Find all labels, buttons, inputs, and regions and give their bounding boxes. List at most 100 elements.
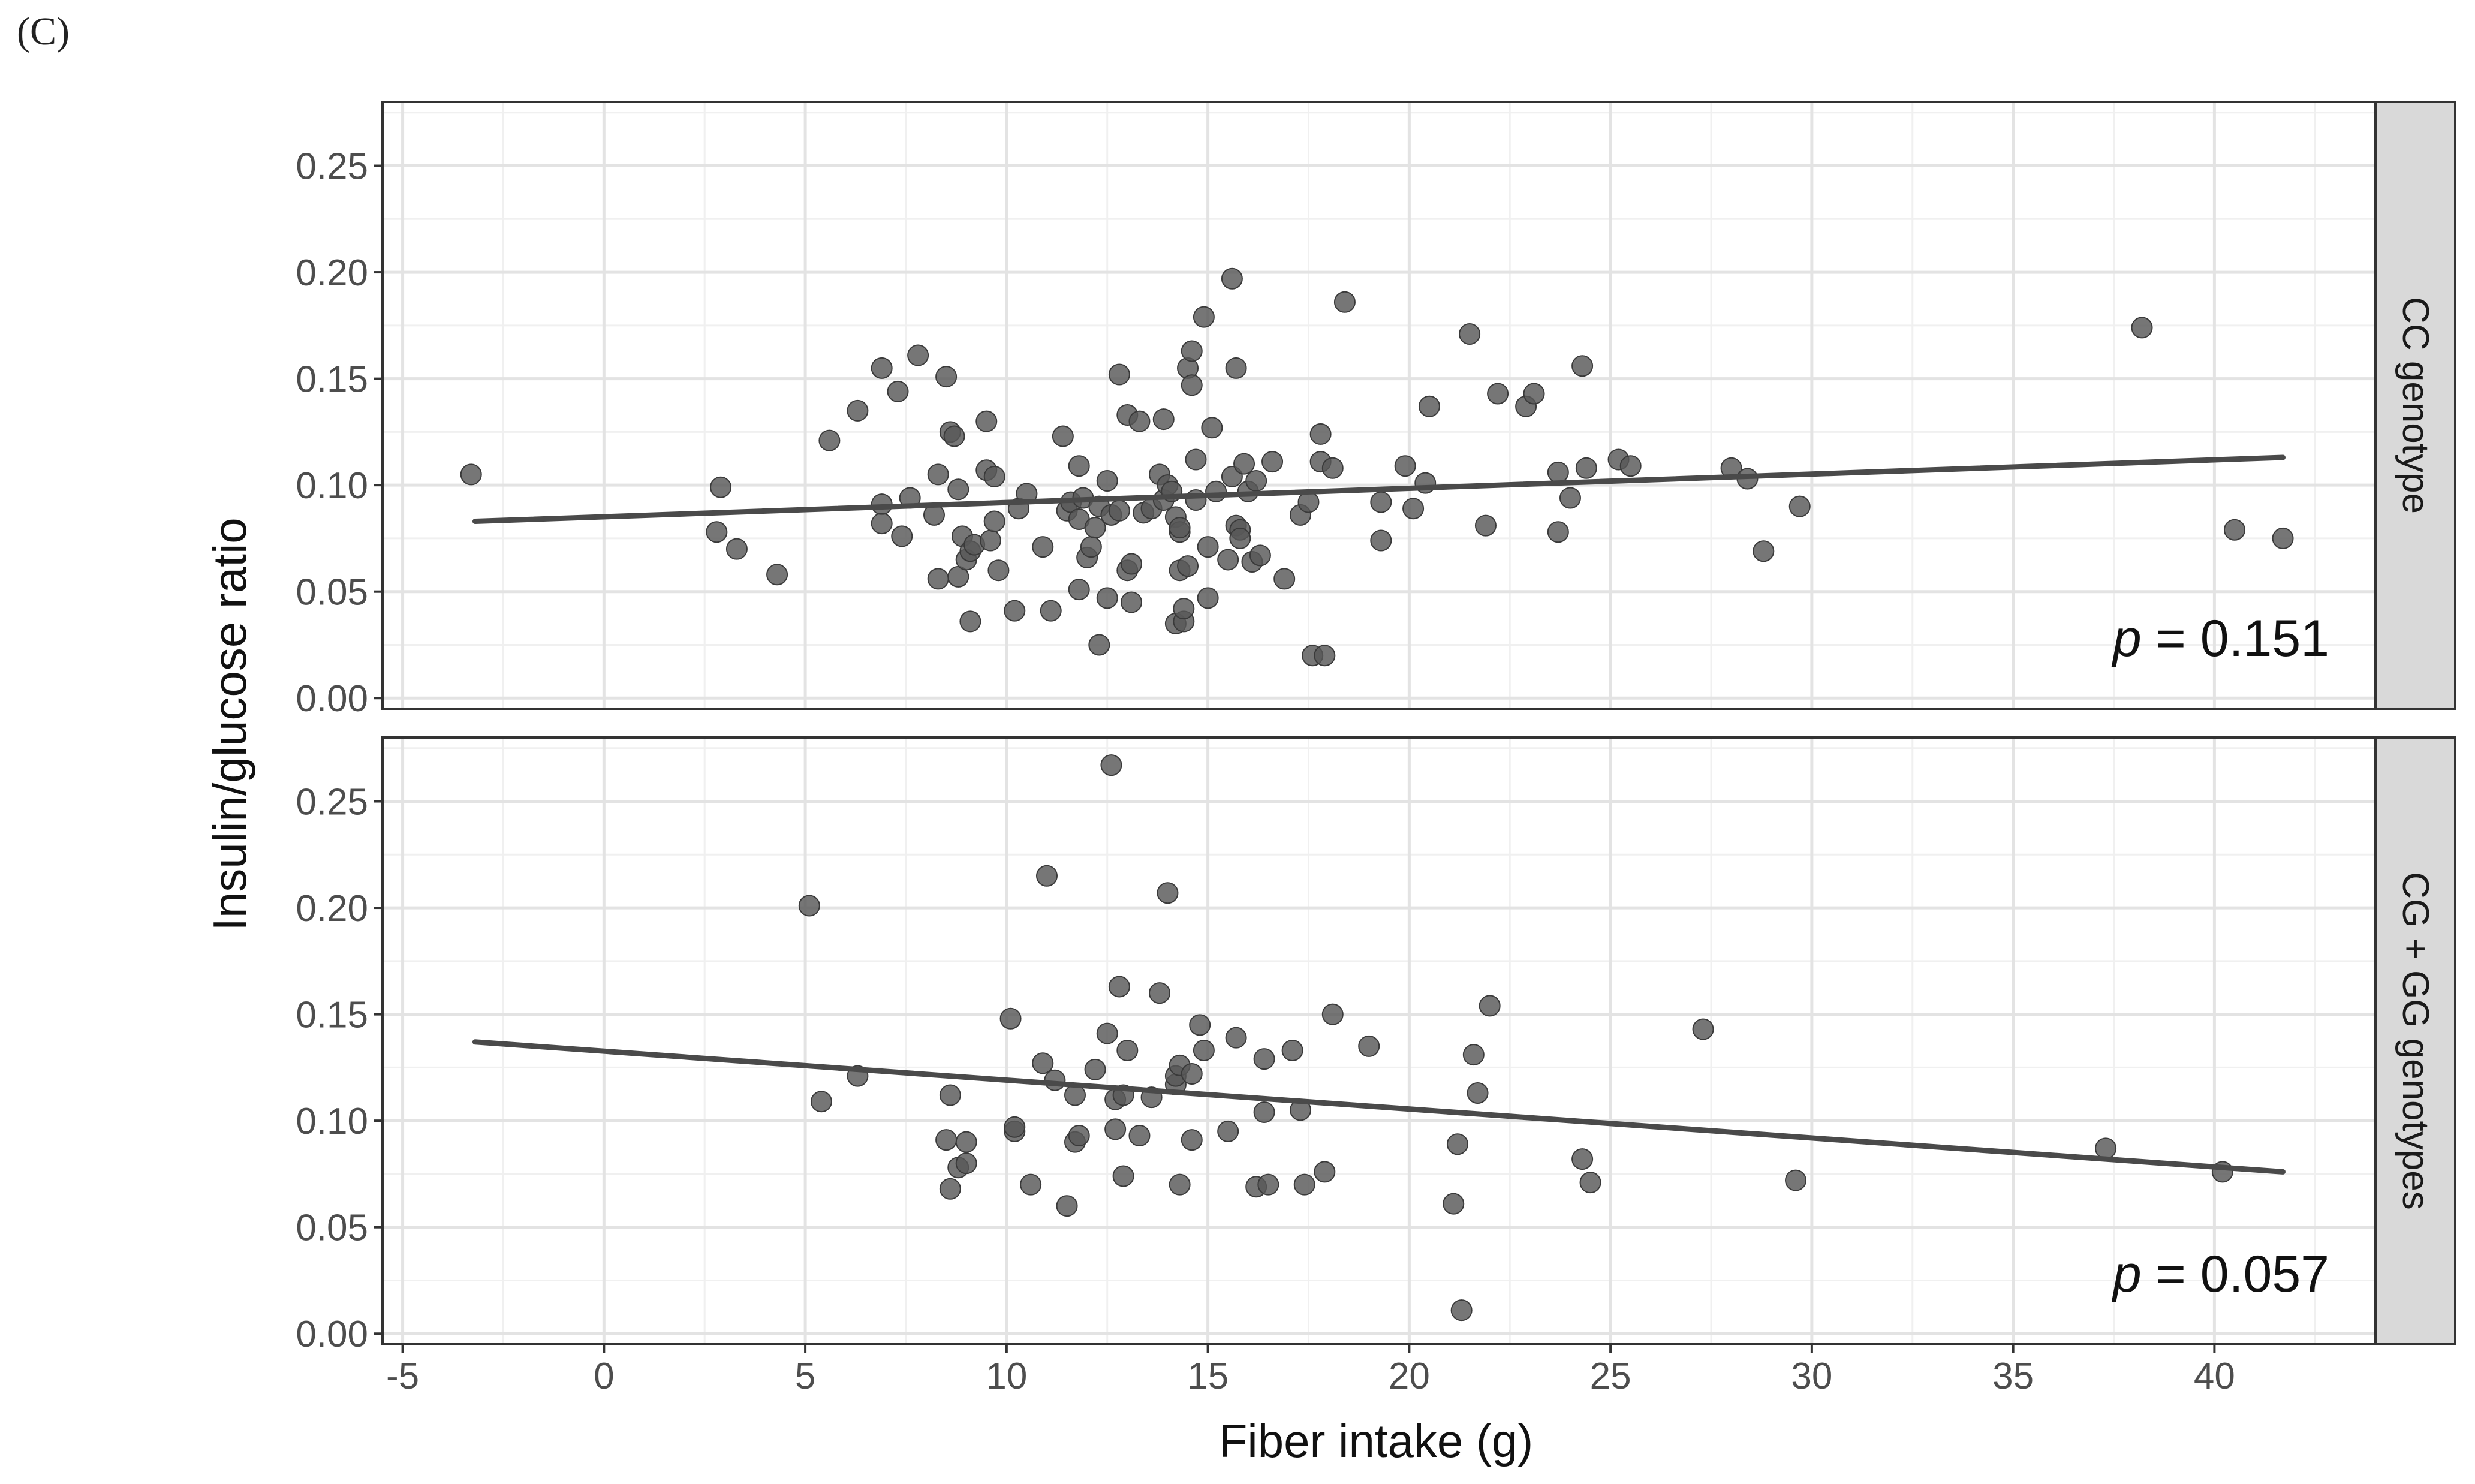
data-point bbox=[2272, 527, 2294, 549]
data-point bbox=[1149, 982, 1171, 1004]
data-point bbox=[1173, 598, 1195, 620]
data-point bbox=[706, 521, 728, 543]
data-point bbox=[1116, 1039, 1139, 1061]
x-tick-label: 15 bbox=[1187, 1356, 1229, 1397]
data-point bbox=[1358, 1035, 1380, 1057]
x-tick-label: 20 bbox=[1389, 1356, 1430, 1397]
data-point bbox=[2095, 1137, 2117, 1160]
data-point bbox=[1169, 1173, 1191, 1196]
data-point bbox=[1169, 517, 1191, 539]
data-point bbox=[1253, 1101, 1275, 1123]
facet-panel: 0.00 0.05 0.10 0.15 0.20 0.25 CG + GG genotype… bbox=[296, 736, 2456, 1355]
plot-background bbox=[383, 102, 2375, 709]
data-point bbox=[1128, 1125, 1151, 1147]
y-tick-label: 0.05 bbox=[296, 572, 368, 613]
y-tick-label: 0.20 bbox=[296, 888, 368, 929]
data-point bbox=[1753, 540, 1775, 562]
data-point bbox=[891, 525, 913, 547]
data-point bbox=[947, 478, 969, 501]
data-point bbox=[1152, 408, 1175, 431]
data-point bbox=[1096, 587, 1118, 609]
data-point bbox=[1121, 553, 1143, 575]
data-point bbox=[1225, 1027, 1247, 1049]
data-point bbox=[1788, 495, 1811, 517]
data-point bbox=[1108, 976, 1130, 998]
data-point bbox=[939, 1084, 961, 1106]
data-point bbox=[871, 357, 893, 379]
p-value-symbol: p bbox=[2111, 610, 2142, 667]
data-point bbox=[1314, 1161, 1336, 1183]
y-axis-label: Insulin/glucose ratio bbox=[203, 517, 256, 931]
data-point bbox=[1459, 323, 1481, 345]
data-point bbox=[1193, 1039, 1215, 1061]
data-point bbox=[955, 1152, 977, 1175]
data-point bbox=[1314, 645, 1336, 667]
panel-label: (C) bbox=[17, 10, 70, 53]
y-tick-label: 0.10 bbox=[296, 465, 368, 507]
data-point bbox=[927, 463, 949, 486]
data-point bbox=[1181, 374, 1203, 396]
data-point bbox=[1273, 568, 1296, 590]
x-tick-label: 10 bbox=[986, 1356, 1027, 1397]
data-point bbox=[1068, 455, 1090, 477]
data-point bbox=[1523, 383, 1545, 405]
data-point bbox=[1257, 1173, 1279, 1196]
data-point bbox=[1474, 514, 1497, 537]
data-point bbox=[1229, 527, 1251, 549]
data-point bbox=[1157, 882, 1179, 904]
data-point bbox=[2131, 317, 2153, 339]
data-point bbox=[1575, 457, 1597, 479]
data-point bbox=[999, 1007, 1022, 1030]
data-point bbox=[1479, 995, 1501, 1017]
data-point bbox=[1189, 1014, 1211, 1036]
data-point bbox=[907, 344, 929, 366]
data-point bbox=[935, 1129, 958, 1151]
data-point bbox=[1032, 536, 1054, 558]
y-tick-label: 0.15 bbox=[296, 995, 368, 1036]
x-tick-label: 35 bbox=[1992, 1356, 2034, 1397]
data-point bbox=[1261, 451, 1284, 473]
x-tick-label: 25 bbox=[1590, 1356, 1631, 1397]
y-tick-label: 0.15 bbox=[296, 359, 368, 401]
data-point bbox=[766, 564, 788, 586]
data-point bbox=[983, 465, 1005, 487]
data-point bbox=[1104, 1118, 1127, 1140]
data-point bbox=[1181, 340, 1203, 362]
trend-line bbox=[472, 1039, 2286, 1175]
data-point bbox=[1446, 1133, 1468, 1155]
data-point bbox=[983, 510, 1005, 532]
data-point bbox=[939, 1178, 961, 1200]
data-point bbox=[1467, 1082, 1489, 1104]
p-value-annotation: p = 0.057 bbox=[2111, 1245, 2329, 1303]
data-point bbox=[1112, 1165, 1134, 1187]
p-value-text: = 0.057 bbox=[2142, 1245, 2329, 1303]
data-point bbox=[1056, 1195, 1078, 1217]
data-point bbox=[1619, 455, 1642, 477]
data-point bbox=[1785, 1169, 1807, 1191]
data-point bbox=[1084, 517, 1106, 539]
data-point bbox=[1225, 357, 1247, 379]
data-point bbox=[1402, 498, 1425, 520]
data-point bbox=[1108, 499, 1130, 522]
data-point bbox=[1193, 306, 1215, 328]
data-point bbox=[927, 568, 949, 590]
data-point bbox=[1205, 480, 1227, 502]
facet-strip-label: CC genotype bbox=[2395, 297, 2436, 514]
data-point bbox=[1443, 1193, 1465, 1215]
data-point bbox=[1245, 470, 1267, 492]
facet-panels: 0.00 0.05 0.10 0.15 0.20 0.25 CC genotype p = 0… bbox=[296, 101, 2456, 1355]
data-point bbox=[1177, 555, 1199, 577]
data-point bbox=[1487, 383, 1509, 405]
data-point bbox=[1321, 1003, 1344, 1025]
data-point bbox=[1181, 1063, 1203, 1085]
data-point bbox=[810, 1091, 832, 1113]
data-point bbox=[710, 476, 732, 498]
x-tick-label: 40 bbox=[2194, 1356, 2235, 1397]
data-point bbox=[1559, 487, 1581, 509]
data-point bbox=[1044, 1069, 1066, 1091]
data-point bbox=[1004, 600, 1026, 622]
x-axis-label: Fiber intake (g) bbox=[1219, 1414, 1534, 1467]
data-point bbox=[1394, 455, 1416, 477]
x-axis: -5 0 5 10 15 20 25 30 35 40 bbox=[386, 1344, 2235, 1397]
data-point bbox=[1004, 1116, 1026, 1138]
